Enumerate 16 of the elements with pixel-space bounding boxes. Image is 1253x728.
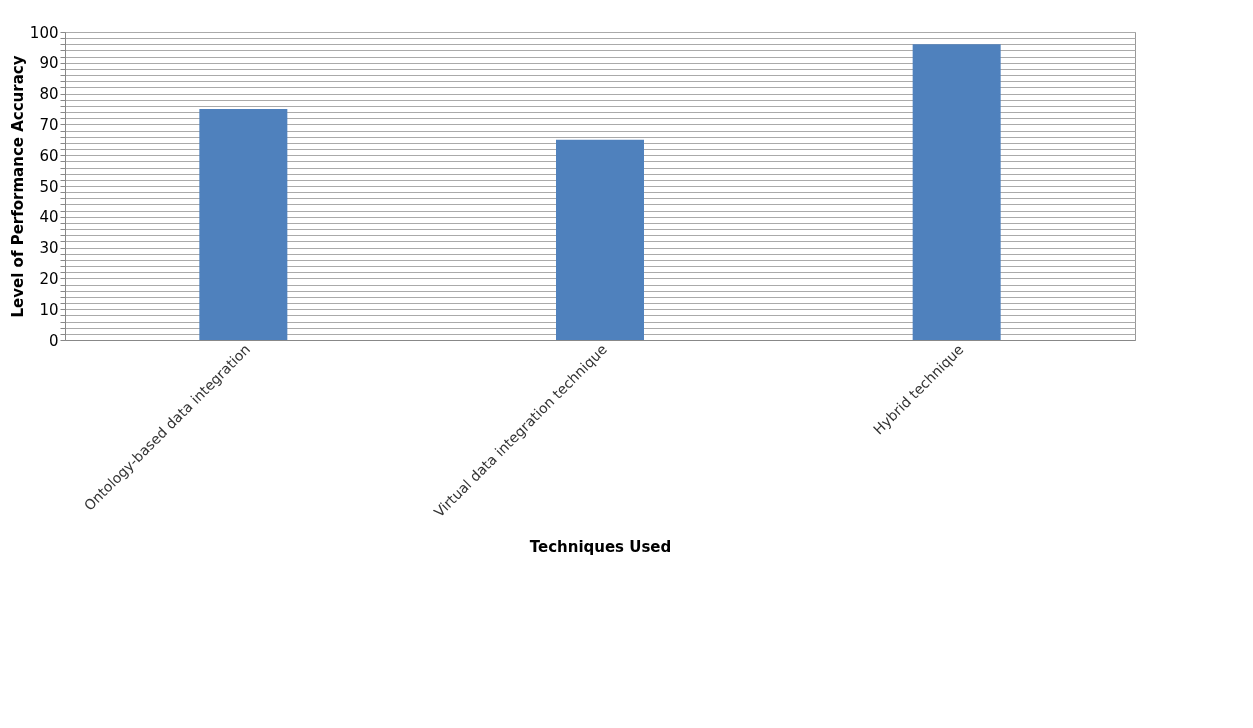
y-tick-label: 20: [39, 269, 59, 288]
y-tick-label: 80: [39, 85, 59, 104]
y-tick-label: 30: [39, 239, 59, 258]
y-tick-label: 50: [39, 177, 59, 196]
bar: [199, 109, 288, 340]
y-axis-title: Level of Performance Accuracy: [8, 55, 27, 318]
bar: [556, 139, 644, 340]
y-tick-label: 90: [39, 54, 59, 73]
y-tick-label: 60: [39, 146, 59, 165]
y-tick-label: 70: [39, 115, 59, 134]
bar: [912, 44, 1001, 340]
y-tick-label: 0: [48, 331, 59, 350]
x-axis-title: Techniques Used: [529, 538, 672, 557]
y-tick-label: 40: [39, 208, 59, 227]
y-tick-label: 100: [29, 23, 59, 42]
y-tick-label: 10: [39, 300, 59, 319]
